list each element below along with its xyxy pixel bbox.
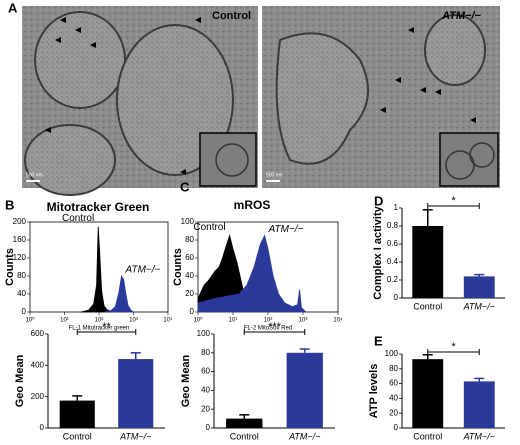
y-tick-label: 60 <box>185 253 194 262</box>
y-tick-label: 0 <box>190 307 195 316</box>
y-tick-label: 40 <box>201 386 210 395</box>
x-tick-label: Control <box>413 301 442 311</box>
bar <box>286 352 323 428</box>
bar <box>412 359 444 428</box>
em-image <box>262 6 500 188</box>
x-tick-label: 10¹ <box>229 318 238 324</box>
y-tick-label: 0 <box>206 423 211 432</box>
x-tick-label: 10³ <box>129 318 138 324</box>
panel-label: D <box>374 193 383 208</box>
y-tick-label: 160 <box>13 235 27 244</box>
x-tick-label: 10⁴ <box>163 317 173 324</box>
bar <box>463 276 495 298</box>
significance-label: ** <box>102 321 111 333</box>
panel-label: A <box>8 0 18 15</box>
em-image <box>22 6 258 196</box>
y-tick-label: 400 <box>31 360 45 369</box>
x-tick-label: 10⁰ <box>25 317 35 324</box>
significance-label: * <box>451 195 456 207</box>
image-label: Control <box>212 10 251 22</box>
chart-title: mROS <box>234 198 271 212</box>
panel-label: C <box>180 179 190 194</box>
histogram-area <box>197 234 307 313</box>
y-tick-label: 20 <box>389 408 398 417</box>
chart-title: Mitotracker Green <box>47 200 150 214</box>
x-tick-label: ATM−/− <box>119 431 151 441</box>
y-axis-label: Counts <box>172 248 184 286</box>
y-axis-label: Geo Mean <box>180 354 192 407</box>
y-tick-label: 0 <box>394 293 399 302</box>
x-tick-label: 10⁰ <box>193 317 203 324</box>
y-tick-label: 200 <box>31 392 45 401</box>
series-label: ATM−/− <box>268 224 304 235</box>
x-axis-label: FL-2 MitoSox Red <box>244 326 292 332</box>
bar <box>412 226 444 298</box>
bar <box>226 418 263 428</box>
panel-label: B <box>5 197 14 212</box>
x-tick-label: 10¹ <box>60 318 69 324</box>
x-axis-label: FL-1 Mitotracker green <box>69 326 130 332</box>
scale-label: 500 nm <box>266 172 283 178</box>
y-axis-label: ATP levels <box>368 364 380 419</box>
y-tick-label: 0.2 <box>387 275 399 284</box>
y-tick-label: 60 <box>389 379 398 388</box>
y-tick-label: 0.8 <box>387 221 399 230</box>
bar <box>463 381 495 428</box>
series-label: Control <box>193 222 225 233</box>
panel-label: E <box>374 333 383 348</box>
bar <box>59 400 95 428</box>
y-axis-label: Complex I activity <box>372 205 384 299</box>
y-tick-label: 0 <box>40 423 45 432</box>
y-tick-label: 120 <box>13 253 27 262</box>
y-axis-label: Geo Mean <box>14 354 26 407</box>
significance-label: *** <box>268 321 282 333</box>
y-tick-label: 40 <box>17 289 26 298</box>
significance-label: * <box>451 341 456 353</box>
y-tick-label: 40 <box>185 271 194 280</box>
scale-label: 500 nm <box>26 172 43 178</box>
y-tick-label: 80 <box>201 348 210 357</box>
x-tick-label: 10³ <box>299 318 308 324</box>
y-tick-label: 100 <box>181 217 195 226</box>
y-tick-label: 100 <box>385 349 399 358</box>
x-tick-label: ATM−/− <box>463 301 495 311</box>
y-tick-label: 20 <box>185 289 194 298</box>
y-tick-label: 0.6 <box>387 239 399 248</box>
y-tick-label: 80 <box>389 364 398 373</box>
x-tick-label: ATM−/− <box>463 431 495 441</box>
y-tick-label: 200 <box>13 217 27 226</box>
image-label: ATM−/− <box>441 10 481 22</box>
y-tick-label: 60 <box>201 367 210 376</box>
series-label: Control <box>62 213 94 224</box>
series-label: ATM−/− <box>125 265 161 276</box>
y-tick-label: 80 <box>185 235 194 244</box>
y-tick-label: 40 <box>389 394 398 403</box>
x-tick-label: 10⁴ <box>333 317 343 324</box>
y-tick-label: 600 <box>31 329 45 338</box>
x-tick-label: 10² <box>95 318 104 324</box>
x-tick-label: Control <box>63 431 92 441</box>
y-tick-label: 20 <box>201 404 210 413</box>
y-tick-label: 0 <box>22 307 27 316</box>
y-axis-label: Counts <box>4 248 16 286</box>
histogram-area <box>80 226 116 313</box>
bar <box>118 359 154 428</box>
y-tick-label: 80 <box>17 271 26 280</box>
y-tick-label: 1 <box>394 203 399 212</box>
x-tick-label: 10² <box>264 318 273 324</box>
histogram-area <box>104 274 135 313</box>
x-tick-label: Control <box>230 431 259 441</box>
y-tick-label: 0.4 <box>387 257 399 266</box>
x-tick-label: Control <box>413 431 442 441</box>
y-tick-label: 100 <box>197 329 211 338</box>
y-tick-label: 0 <box>394 423 399 432</box>
x-tick-label: ATM−/− <box>288 431 320 441</box>
